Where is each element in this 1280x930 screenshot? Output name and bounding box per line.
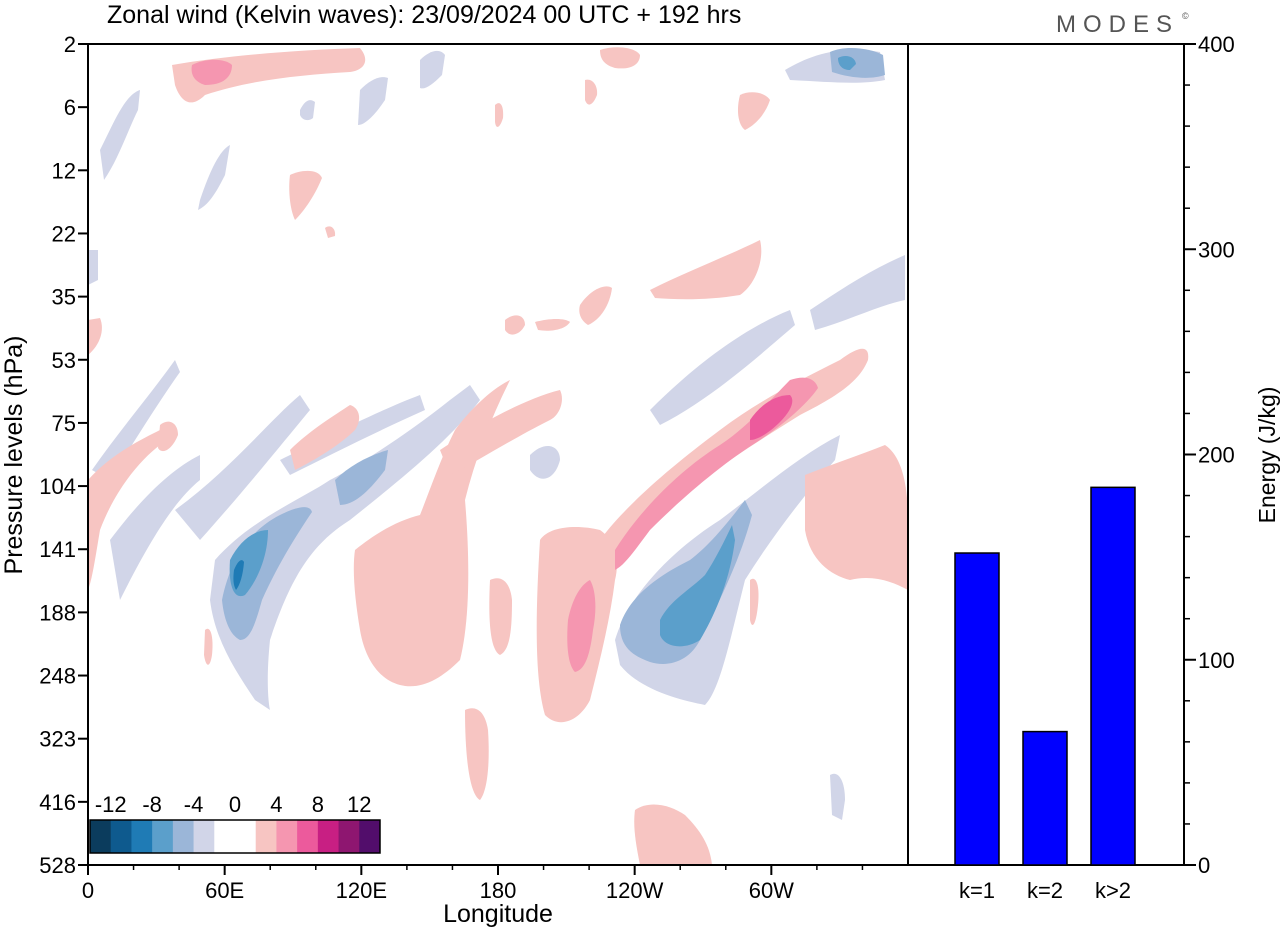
colorbar-label: 4 [270, 792, 282, 817]
y-tick-label: 416 [39, 790, 76, 815]
energy-bars: k=1 k=2 k>2 [954, 486, 1136, 903]
energy-tick-label: 100 [1198, 648, 1235, 673]
energy-axis-label: Energy (J/kg) [1254, 387, 1280, 524]
heatmap-field [88, 47, 908, 865]
colorbar-swatch [172, 820, 195, 853]
energy-y-axis: 0 100 200 300 400 [1184, 32, 1235, 878]
positive-strong-regions [750, 395, 793, 440]
y-tick-label: 75 [52, 411, 76, 436]
y-tick-label: 53 [52, 348, 76, 373]
energy-bar-label: k=2 [1027, 878, 1063, 903]
y-tick-label: 12 [52, 158, 76, 183]
y-tick-label: 188 [39, 600, 76, 625]
negative-moderate-regions [222, 48, 885, 664]
colorbar-label: 8 [312, 792, 324, 817]
energy-tick-label: 200 [1198, 443, 1235, 468]
colorbar-frame [89, 819, 381, 854]
x-tick-label: 180 [480, 878, 517, 903]
brand-logo: MODES [1056, 11, 1179, 38]
energy-bar-label: k=1 [959, 878, 995, 903]
heatmap-y-axis: 2 6 12 22 35 53 75 104 141 188 248 323 416 528 [39, 32, 88, 878]
x-tick-label: 60E [205, 878, 244, 903]
y-tick-label: 248 [39, 664, 76, 689]
y-tick-label: 2 [64, 32, 76, 57]
colorbar-swatch [214, 820, 236, 853]
y-tick-label: 104 [39, 474, 76, 499]
colorbar-swatch [193, 820, 215, 853]
colorbar-swatch [110, 820, 132, 853]
energy-tick-label: 400 [1198, 32, 1235, 57]
x-tick-label: 120W [606, 878, 664, 903]
chart-title: Zonal wind (Kelvin waves): 23/09/2024 00… [107, 1, 741, 29]
colorbar-label: -4 [184, 792, 204, 817]
colorbar-label: 12 [347, 792, 371, 817]
colorbar-swatch [297, 820, 319, 853]
colorbar-swatch [359, 820, 381, 853]
energy-bar [1022, 730, 1068, 866]
colorbar-swatch [235, 820, 257, 853]
y-tick-label: 528 [39, 853, 76, 878]
x-tick-label: 60W [749, 878, 794, 903]
colorbar-swatch [90, 820, 112, 853]
colorbar-swatch [131, 820, 153, 853]
colorbar: -12 -8 -4 0 4 8 12 [89, 792, 381, 854]
y-tick-label: 141 [39, 537, 76, 562]
heatmap-background [88, 44, 908, 865]
y-axis-label: Pressure levels (hPa) [0, 336, 28, 575]
heatmap-x-axis: 0 60E 120E 180 120W 60W [82, 865, 864, 903]
colorbar-label: -12 [95, 792, 127, 817]
energy-bar-label: k>2 [1095, 878, 1131, 903]
negative-peak-regions [233, 560, 244, 590]
energy-tick-label: 0 [1198, 853, 1210, 878]
colorbar-swatch [317, 820, 340, 853]
energy-bar [1090, 486, 1136, 866]
brand-mark: © [1182, 11, 1189, 21]
y-tick-label: 22 [52, 221, 76, 246]
colorbar-label: -8 [142, 792, 162, 817]
y-tick-label: 6 [64, 95, 76, 120]
colorbar-label: 0 [229, 792, 241, 817]
energy-bar [954, 552, 1000, 866]
colorbar-swatch [255, 820, 277, 853]
y-tick-label: 35 [52, 285, 76, 310]
x-axis-label: Longitude [443, 900, 553, 928]
y-tick-label: 323 [39, 727, 76, 752]
colorbar-swatch [152, 820, 174, 853]
energy-tick-label: 300 [1198, 237, 1235, 262]
colorbar-swatch [338, 820, 360, 853]
x-tick-label: 120E [336, 878, 387, 903]
x-tick-label: 0 [82, 878, 94, 903]
colorbar-swatch [276, 820, 298, 853]
